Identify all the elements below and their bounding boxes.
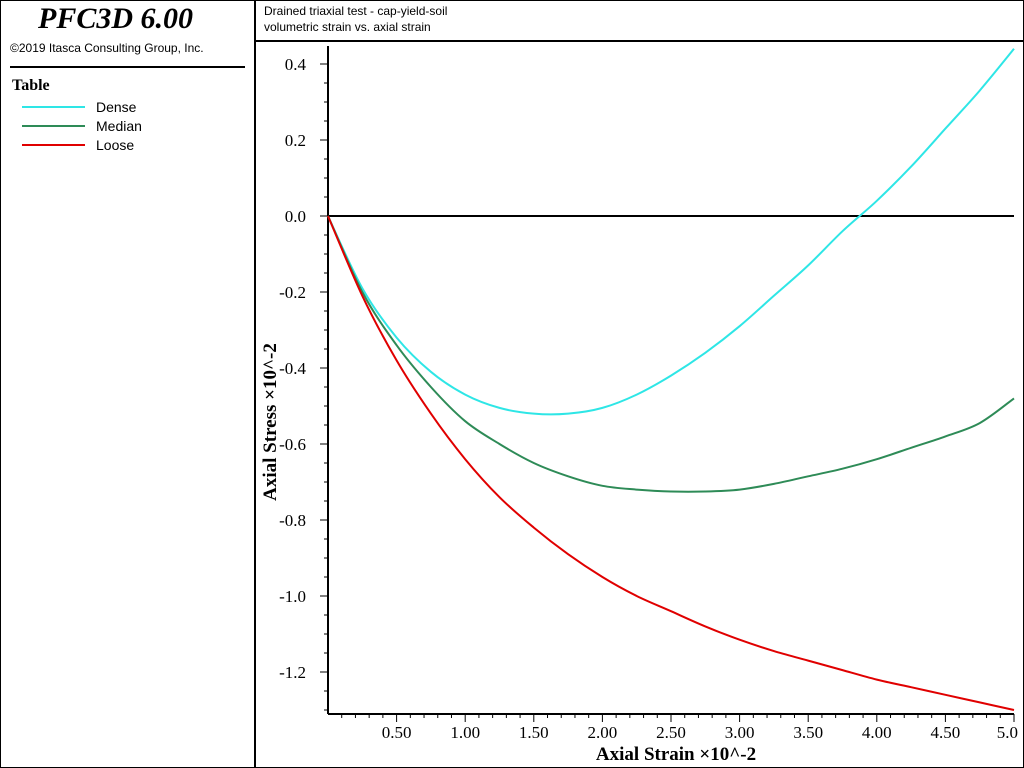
x-tick-label: 3.00 <box>725 723 755 742</box>
legend-swatch-loose <box>22 144 85 146</box>
title-divider <box>10 66 245 68</box>
y-tick-label: -0.2 <box>279 283 306 302</box>
app-title: PFC3D 6.00 <box>38 2 194 35</box>
series-line-median <box>327 215 1015 493</box>
x-tick-label: 0.50 <box>382 723 412 742</box>
chart-title: Drained triaxial test - cap-yield-soil <box>264 4 448 18</box>
y-axis-label: Axial Stress ×10^-2 <box>260 343 281 501</box>
x-tick-label: 1.00 <box>450 723 480 742</box>
y-tick-label: -1.0 <box>279 587 306 606</box>
axes: 0.4 0.2 0.0 -0.2 -0.4 -0.6 -0.8 -1.0 -1.2 0.50 1.0… <box>279 46 1018 742</box>
chart-header: Drained triaxial test - cap-yield-soil v… <box>256 0 1024 42</box>
copyright-text: ©2019 Itasca Consulting Group, Inc. <box>10 41 204 55</box>
x-tick-label: 4.50 <box>931 723 961 742</box>
x-tick-label: 4.00 <box>862 723 892 742</box>
x-tick-label: 5.0 <box>997 723 1018 742</box>
y-tick-label: -0.8 <box>279 511 306 530</box>
legend-label-loose: Loose <box>96 137 135 153</box>
plot-area: 0.4 0.2 0.0 -0.2 -0.4 -0.6 -0.8 -1.0 -1.2 0.50 1.0… <box>260 46 1018 765</box>
series-layer <box>327 48 1015 711</box>
y-tick-label: -0.6 <box>279 435 306 454</box>
y-tick-label: -0.4 <box>279 359 306 378</box>
legend-swatch-median <box>22 125 85 127</box>
series-line-dense <box>327 48 1015 416</box>
chart-subtitle: volumetric strain vs. axial strain <box>264 20 431 34</box>
x-tick-label: 1.50 <box>519 723 549 742</box>
legend-label-dense: Dense <box>96 99 137 115</box>
legend-label-median: Median <box>96 118 142 134</box>
x-tick-label: 2.50 <box>656 723 686 742</box>
x-tick-label: 2.00 <box>588 723 618 742</box>
legend-title: Table <box>12 77 50 94</box>
legend-swatch-dense <box>22 106 85 108</box>
y-tick-label: -1.2 <box>279 663 306 682</box>
y-tick-label: 0.4 <box>285 55 307 74</box>
y-tick-label: 0.2 <box>285 131 306 150</box>
x-tick-label: 3.50 <box>793 723 823 742</box>
x-axis-label: Axial Strain ×10^-2 <box>596 744 756 765</box>
series-line-loose <box>327 215 1015 711</box>
y-tick-label: 0.0 <box>285 207 306 226</box>
legend-panel: PFC3D 6.00 ©2019 Itasca Consulting Group… <box>0 0 256 768</box>
